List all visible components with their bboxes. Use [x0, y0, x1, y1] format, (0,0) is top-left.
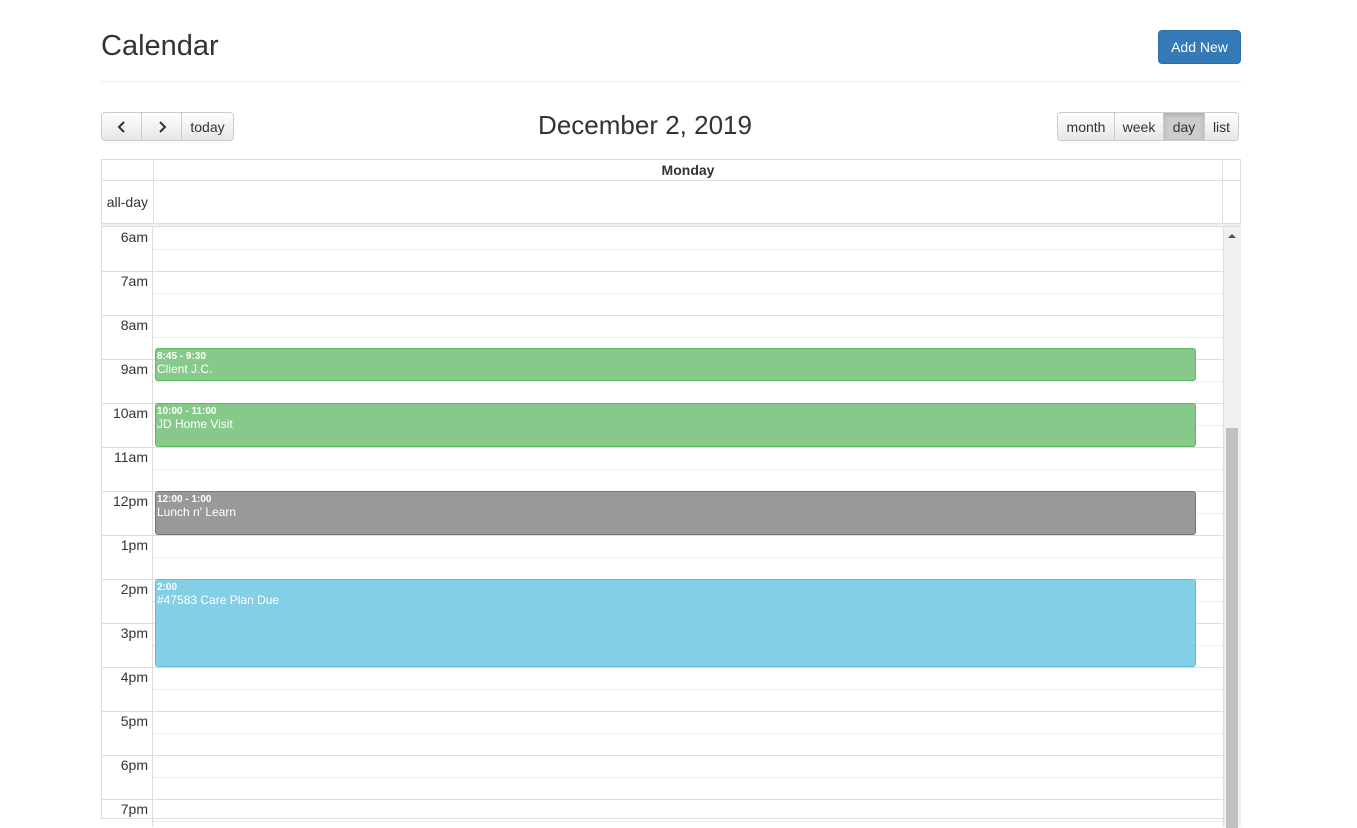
hour-line [101, 271, 1223, 272]
half-hour-line [153, 689, 1223, 690]
event-time: 10:00 - 11:00 [157, 406, 217, 417]
row-line [101, 180, 1241, 181]
hour-line [101, 667, 1223, 668]
hour-line [101, 315, 1223, 316]
half-hour-line [153, 249, 1223, 250]
event-time: 2:00 [157, 582, 178, 593]
event[interactable]: 12:00 - 1:00 Lunch n' Learn [155, 491, 1196, 535]
time-label: 10am [112, 405, 148, 421]
event-title: JD Home Visit [157, 417, 233, 431]
all-day-label: all-day [106, 194, 148, 210]
time-label: 7pm [120, 801, 148, 817]
half-hour-line [153, 293, 1223, 294]
time-label: 8am [120, 317, 148, 333]
event-title: Client J.C. [157, 362, 213, 376]
view-button[interactable]: month [1057, 112, 1115, 141]
half-hour-line [153, 777, 1223, 778]
half-hour-line [153, 733, 1223, 734]
scrollbar-thumb[interactable] [1226, 428, 1238, 828]
prev-button[interactable] [101, 112, 142, 141]
next-button[interactable] [141, 112, 182, 141]
view-button[interactable]: day [1163, 112, 1205, 141]
time-label: 3pm [120, 625, 148, 641]
event-title: #47583 Care Plan Due [157, 593, 280, 607]
axis-line [152, 227, 153, 827]
event-title: Lunch n' Learn [157, 505, 237, 519]
prev-icon [117, 120, 125, 133]
time-label: 9am [120, 361, 148, 377]
half-hour-line [153, 469, 1223, 470]
all-day-divider [101, 223, 1241, 227]
today-button[interactable]: today [181, 112, 234, 141]
scroll-up-arrow[interactable] [1227, 232, 1237, 240]
hour-line [101, 535, 1223, 536]
calendar-grid [101, 159, 1241, 819]
hour-line [101, 755, 1223, 756]
hour-line [101, 799, 1223, 800]
event[interactable]: 2:00 #47583 Care Plan Due [155, 579, 1196, 667]
half-hour-line [153, 381, 1223, 382]
half-hour-line [153, 821, 1223, 822]
half-hour-line [153, 557, 1223, 558]
time-label: 12pm [112, 493, 148, 509]
event[interactable]: 10:00 - 11:00 JD Home Visit [155, 403, 1196, 447]
hour-line [101, 447, 1223, 448]
event[interactable]: 8:45 - 9:30 Client J.C. [155, 348, 1196, 381]
event-time: 12:00 - 1:00 [157, 494, 212, 505]
next-icon [158, 120, 166, 133]
time-label: 6pm [120, 757, 148, 773]
page: Calendar Add New today December 2, 2019 … [101, 30, 1241, 828]
time-label: 1pm [120, 537, 148, 553]
time-label: 6am [120, 229, 148, 245]
time-label: 5pm [120, 713, 148, 729]
time-label: 11am [114, 449, 148, 465]
day-header: Monday [153, 159, 1223, 181]
divider [101, 81, 1241, 82]
half-hour-line [153, 337, 1223, 338]
add-new-button[interactable]: Add New [1158, 30, 1241, 64]
view-button[interactable]: list [1204, 112, 1239, 141]
view-button[interactable]: week [1114, 112, 1164, 141]
time-label: 2pm [120, 581, 148, 597]
page-title: Calendar [101, 30, 219, 62]
hour-line [101, 711, 1223, 712]
event-time: 8:45 - 9:30 [157, 351, 206, 362]
time-label: 7am [120, 273, 148, 289]
time-label: 4pm [120, 669, 148, 685]
date-title: December 2, 2019 [538, 110, 752, 140]
all-day-row [153, 181, 1223, 223]
